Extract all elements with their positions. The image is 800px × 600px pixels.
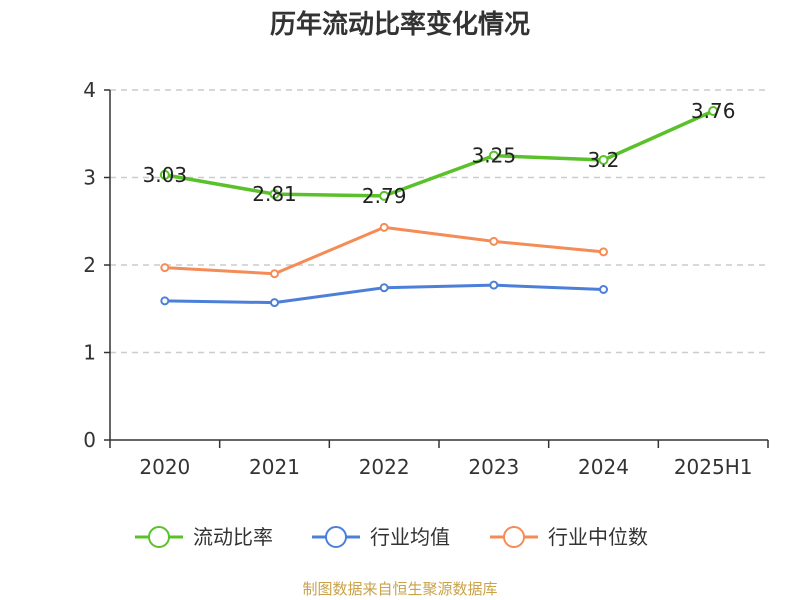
y-tick-label: 1 xyxy=(83,341,96,365)
data-point xyxy=(160,296,170,306)
series-line xyxy=(163,225,605,276)
data-label: 3.76 xyxy=(691,99,736,123)
source-note: 制图数据来自恒生聚源数据库 xyxy=(302,580,497,598)
data-label: 3.2 xyxy=(588,148,620,172)
legend-label: 行业中位数 xyxy=(548,525,648,549)
data-point xyxy=(379,222,389,232)
data-label: 3.03 xyxy=(143,163,188,187)
legend-marker xyxy=(148,526,170,548)
chart-title: 历年流动比率变化情况 xyxy=(270,9,530,40)
y-tick-label: 2 xyxy=(83,253,96,277)
x-tick-label: 2025H1 xyxy=(674,455,753,479)
data-label: 2.81 xyxy=(252,182,297,206)
data-point xyxy=(160,263,170,273)
legend-marker xyxy=(503,526,525,548)
data-point xyxy=(270,269,279,279)
x-tick-label: 2020 xyxy=(139,455,190,479)
series-line xyxy=(163,109,715,198)
data-point xyxy=(489,236,499,246)
data-label: 3.25 xyxy=(472,144,517,168)
data-point xyxy=(159,169,170,180)
legend-label: 行业均值 xyxy=(370,525,450,549)
y-tick-label: 3 xyxy=(83,166,96,190)
legend-item[interactable]: 行业均值 xyxy=(312,525,450,549)
data-point xyxy=(269,189,280,200)
data-point xyxy=(598,155,609,165)
x-tick-label: 2021 xyxy=(249,455,300,479)
data-label: 2.79 xyxy=(362,184,407,208)
data-point xyxy=(599,285,608,294)
x-tick-label: 2023 xyxy=(468,455,519,479)
x-tick-label: 2022 xyxy=(359,455,410,479)
data-point xyxy=(489,280,499,290)
data-point xyxy=(270,298,279,308)
data-point xyxy=(599,247,608,257)
y-tick-label: 0 xyxy=(83,428,96,452)
legend-marker xyxy=(325,526,347,548)
y-tick-label: 4 xyxy=(83,78,96,102)
data-point xyxy=(708,106,719,116)
data-point xyxy=(379,283,389,293)
legend-item[interactable]: 流动比率 xyxy=(135,525,273,549)
x-tick-label: 2024 xyxy=(578,455,629,479)
data-point xyxy=(379,190,390,201)
legend-item[interactable]: 行业中位数 xyxy=(490,525,648,549)
legend[interactable]: 流动比率 行业均值 行业中位数 xyxy=(135,525,648,549)
series-group xyxy=(159,106,719,308)
axes: 0 1 2 3 4 2020 2021 2022 2023 2024 2025H1 xyxy=(83,78,769,479)
data-point xyxy=(488,150,499,161)
data-labels: 3.03 2.81 2.79 3.25 3.2 3.76 xyxy=(143,99,736,208)
legend-label: 流动比率 xyxy=(193,525,273,549)
